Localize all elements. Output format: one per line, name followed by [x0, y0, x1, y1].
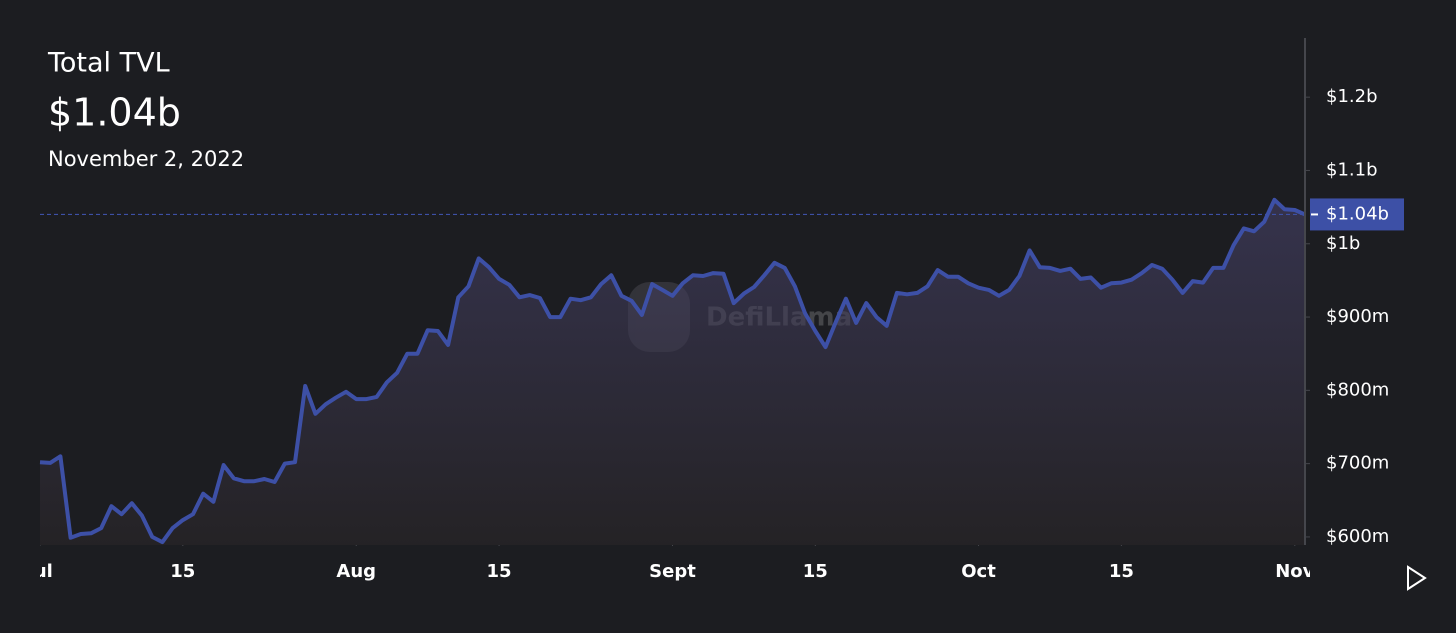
area-fill [40, 199, 1305, 546]
x-tick-label: Oct [961, 561, 996, 582]
x-tick-label: Sept [649, 561, 696, 582]
headline-date: November 2, 2022 [48, 147, 244, 171]
y-tick-label: $1.2b [1326, 86, 1378, 107]
x-tick-label: 15 [170, 561, 195, 582]
x-tick-label: Jul [25, 561, 53, 582]
y-tick-label: $700m [1326, 453, 1389, 474]
play-button[interactable] [1407, 565, 1427, 591]
x-tick-label: 15 [803, 561, 828, 582]
y-tick-label: $800m [1326, 379, 1389, 400]
x-tick-label: Nov [1275, 561, 1314, 582]
y-tick-label: $1b [1326, 233, 1360, 254]
y-axis: $600m $700m $800m $900m $1b $1.1b $1.2b $1.04b [1305, 86, 1404, 547]
last-value-badge [1310, 198, 1404, 231]
headline-value: $1.04b [48, 91, 181, 135]
chart-title: Total TVL [47, 48, 170, 79]
plot-area [39, 197, 1306, 546]
y-tick-label: $600m [1326, 526, 1389, 547]
x-axis: Jul 15 Aug 15 Sept 15 Oct 15 Nov [25, 545, 1314, 582]
last-value-label: $1.04b [1326, 203, 1389, 224]
line [39, 197, 1306, 545]
x-tick-label: 15 [487, 561, 512, 582]
x-tick-label: Aug [336, 561, 376, 582]
y-tick-label: $1.1b [1326, 159, 1378, 180]
x-tick-label: 15 [1109, 561, 1134, 582]
y-tick-label: $900m [1326, 306, 1389, 327]
